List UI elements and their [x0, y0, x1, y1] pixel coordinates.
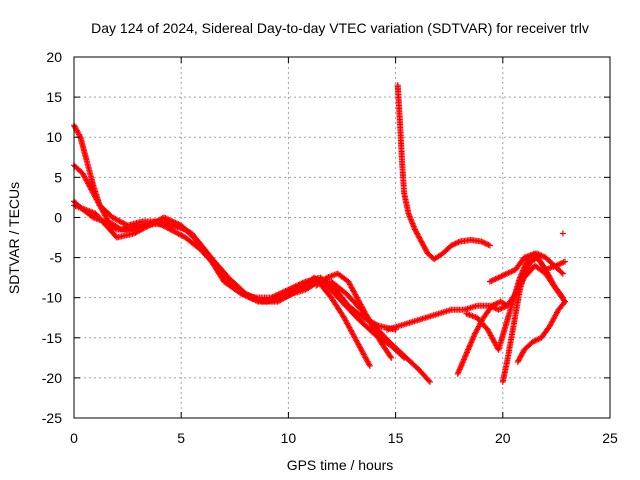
- x-tick-label: 10: [281, 430, 297, 446]
- x-axis-label: GPS time / hours: [287, 457, 394, 473]
- series-point-1: [559, 230, 566, 237]
- data-point: [558, 293, 565, 300]
- x-tick-label: 20: [495, 430, 511, 446]
- y-tick-label: -20: [42, 370, 62, 386]
- data-point: [387, 353, 394, 360]
- data-point: [558, 269, 565, 276]
- y-tick-labels: -25 -20 -15 -10 -5 0 5 10 15 20: [42, 49, 62, 426]
- series-track-11: [486, 250, 568, 285]
- x-tick-label: 25: [602, 430, 618, 446]
- y-tick-label: 0: [54, 209, 62, 225]
- series-track-5: [394, 82, 493, 263]
- y-tick-label: 20: [46, 49, 62, 65]
- y-axis-label: SDTVAR / TECUs: [6, 182, 22, 294]
- data-point: [502, 301, 509, 308]
- series-track-12: [313, 270, 395, 361]
- data-point: [561, 298, 568, 305]
- y-tick-label: 15: [46, 89, 62, 105]
- data-point: [245, 293, 252, 300]
- data-point: [561, 258, 568, 265]
- series-track-7: [454, 298, 511, 377]
- data-point: [486, 242, 493, 249]
- chart-title: Day 124 of 2024, Sidereal Day-to-day VTE…: [91, 20, 589, 36]
- y-tick-label: -5: [50, 250, 63, 266]
- x-tick-label: 0: [70, 430, 78, 446]
- y-tick-label: 10: [46, 129, 62, 145]
- x-tick-label: 5: [177, 430, 185, 446]
- data-point: [388, 354, 395, 361]
- series-track-2: [71, 162, 408, 361]
- data-point: [366, 362, 373, 369]
- data-point: [425, 377, 432, 384]
- y-tick-label: 5: [54, 169, 62, 185]
- grid-lines: [74, 57, 610, 418]
- y-tick-label: -25: [42, 410, 62, 426]
- data-points: [71, 82, 568, 385]
- y-tick-label: -10: [42, 290, 62, 306]
- data-point: [559, 270, 566, 277]
- y-tick-label: -15: [42, 330, 62, 346]
- series-track-1: [71, 122, 373, 369]
- plot-frame: [73, 56, 611, 419]
- data-point: [559, 230, 566, 237]
- data-point: [559, 294, 566, 301]
- data-point: [76, 132, 83, 139]
- axis-ticks: [73, 56, 611, 419]
- data-point: [426, 378, 433, 385]
- x-tick-labels: 0 5 10 15 20 25: [70, 430, 618, 446]
- series-track-9: [514, 298, 568, 365]
- data-point: [560, 300, 567, 307]
- x-tick-label: 15: [388, 430, 404, 446]
